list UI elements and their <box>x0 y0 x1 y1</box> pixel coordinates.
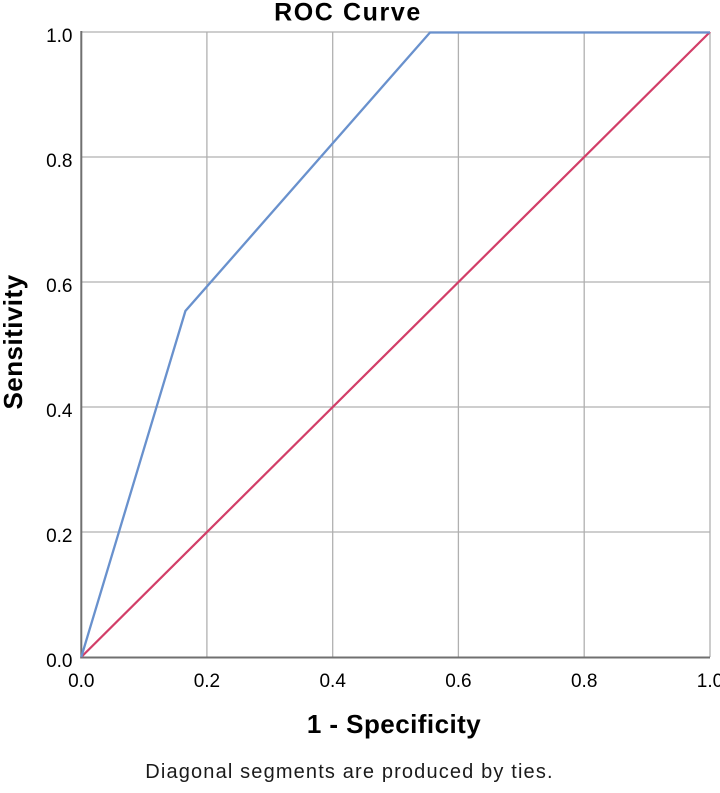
svg-text:Sensitivity: Sensitivity <box>0 274 28 409</box>
svg-text:1.0: 1.0 <box>46 26 72 47</box>
svg-text:ROC Curve: ROC Curve <box>274 0 422 27</box>
svg-text:0.4: 0.4 <box>319 671 346 692</box>
svg-text:0.0: 0.0 <box>68 671 94 692</box>
svg-text:0.0: 0.0 <box>46 651 72 672</box>
svg-text:1 - Specificity: 1 - Specificity <box>307 709 481 739</box>
svg-text:0.8: 0.8 <box>571 671 597 692</box>
svg-text:1.0: 1.0 <box>697 671 720 692</box>
svg-text:Diagonal segments are produced: Diagonal segments are produced by ties. <box>145 761 553 783</box>
svg-text:0.2: 0.2 <box>194 671 220 692</box>
svg-text:0.4: 0.4 <box>46 401 73 422</box>
svg-text:0.6: 0.6 <box>46 276 72 297</box>
svg-text:0.8: 0.8 <box>46 151 72 172</box>
svg-text:0.6: 0.6 <box>445 671 471 692</box>
svg-text:0.2: 0.2 <box>46 526 72 547</box>
